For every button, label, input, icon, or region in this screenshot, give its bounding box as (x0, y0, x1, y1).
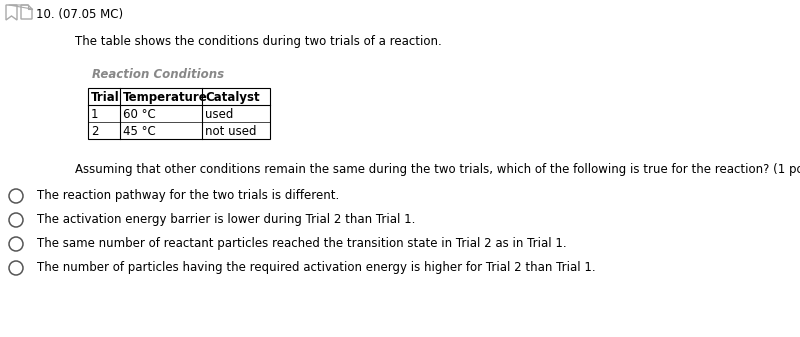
Text: not used: not used (205, 125, 257, 138)
Text: Trial: Trial (91, 91, 120, 104)
Text: 1: 1 (91, 108, 98, 121)
Text: The number of particles having the required activation energy is higher for Tria: The number of particles having the requi… (37, 262, 596, 275)
Text: 10. (07.05 MC): 10. (07.05 MC) (36, 8, 123, 21)
Text: The same number of reactant particles reached the transition state in Trial 2 as: The same number of reactant particles re… (37, 238, 566, 250)
Text: Reaction Conditions: Reaction Conditions (92, 68, 224, 81)
Text: 60 °C: 60 °C (123, 108, 156, 121)
Text: 2: 2 (91, 125, 98, 138)
Text: Catalyst: Catalyst (205, 91, 260, 104)
Text: 45 °C: 45 °C (123, 125, 156, 138)
Text: used: used (205, 108, 234, 121)
Text: Assuming that other conditions remain the same during the two trials, which of t: Assuming that other conditions remain th… (75, 163, 800, 176)
Text: Temperature: Temperature (123, 91, 208, 104)
Text: The table shows the conditions during two trials of a reaction.: The table shows the conditions during tw… (75, 35, 442, 48)
Text: The reaction pathway for the two trials is different.: The reaction pathway for the two trials … (37, 189, 339, 203)
Text: The activation energy barrier is lower during Trial 2 than Trial 1.: The activation energy barrier is lower d… (37, 214, 415, 226)
